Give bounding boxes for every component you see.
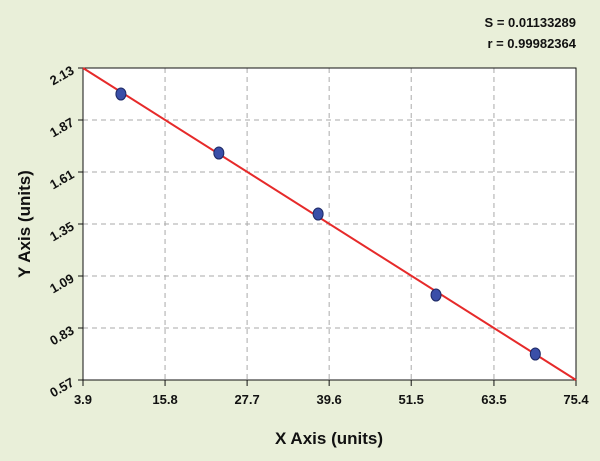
x-tick-label: 27.7 bbox=[234, 392, 259, 407]
data-point bbox=[312, 207, 324, 221]
y-tick-label: 1.35 bbox=[47, 219, 76, 245]
y-tick-label: 1.09 bbox=[47, 271, 76, 297]
fit-line bbox=[82, 67, 577, 381]
y-tick-label: 2.13 bbox=[47, 63, 76, 89]
y-axis-label: Y Axis (units) bbox=[15, 170, 34, 278]
x-tick-label: 3.9 bbox=[74, 392, 92, 407]
y-tick-label: 0.83 bbox=[47, 323, 76, 349]
data-point bbox=[430, 288, 442, 302]
y-tick-label: 0.57 bbox=[47, 375, 76, 401]
annotation: S = 0.01133289 bbox=[485, 15, 576, 30]
annotation: r = 0.99982364 bbox=[487, 36, 576, 51]
x-tick-label: 51.5 bbox=[399, 392, 424, 407]
x-tick-label: 15.8 bbox=[152, 392, 177, 407]
data-point bbox=[115, 87, 127, 101]
data-point bbox=[529, 347, 541, 361]
plot-border bbox=[82, 67, 577, 381]
x-tick-label: 63.5 bbox=[481, 392, 506, 407]
x-tick-label: 75.4 bbox=[563, 392, 589, 407]
x-tick-label: 39.6 bbox=[316, 392, 341, 407]
data-point bbox=[213, 146, 225, 160]
y-tick-label: 1.87 bbox=[47, 115, 76, 141]
x-axis-label: X Axis (units) bbox=[275, 429, 383, 448]
y-tick-label: 1.61 bbox=[47, 167, 76, 193]
